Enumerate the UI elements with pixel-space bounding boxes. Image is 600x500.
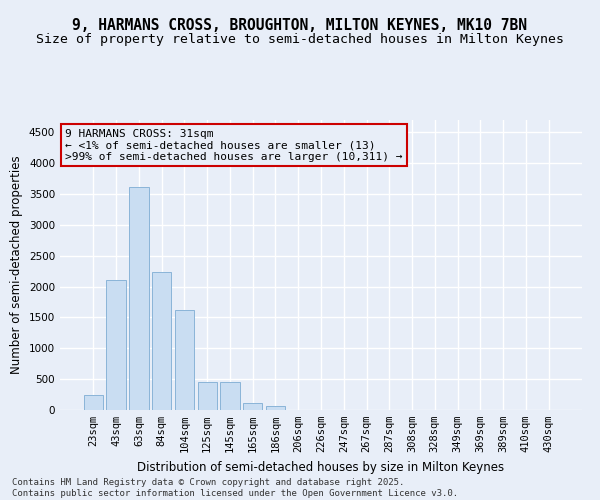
Bar [106, 280, 126, 410]
Bar [243, 403, 262, 410]
Bar [152, 272, 172, 410]
Bar [84, 394, 103, 410]
Bar [197, 382, 217, 410]
Bar [175, 310, 194, 410]
Bar [129, 186, 149, 410]
Bar [220, 382, 239, 410]
Y-axis label: Number of semi-detached properties: Number of semi-detached properties [10, 156, 23, 374]
Text: Size of property relative to semi-detached houses in Milton Keynes: Size of property relative to semi-detach… [36, 32, 564, 46]
Text: 9, HARMANS CROSS, BROUGHTON, MILTON KEYNES, MK10 7BN: 9, HARMANS CROSS, BROUGHTON, MILTON KEYN… [73, 18, 527, 32]
Bar [266, 406, 285, 410]
Text: Contains HM Land Registry data © Crown copyright and database right 2025.
Contai: Contains HM Land Registry data © Crown c… [12, 478, 458, 498]
Text: 9 HARMANS CROSS: 31sqm
← <1% of semi-detached houses are smaller (13)
>99% of se: 9 HARMANS CROSS: 31sqm ← <1% of semi-det… [65, 128, 403, 162]
X-axis label: Distribution of semi-detached houses by size in Milton Keynes: Distribution of semi-detached houses by … [137, 460, 505, 473]
